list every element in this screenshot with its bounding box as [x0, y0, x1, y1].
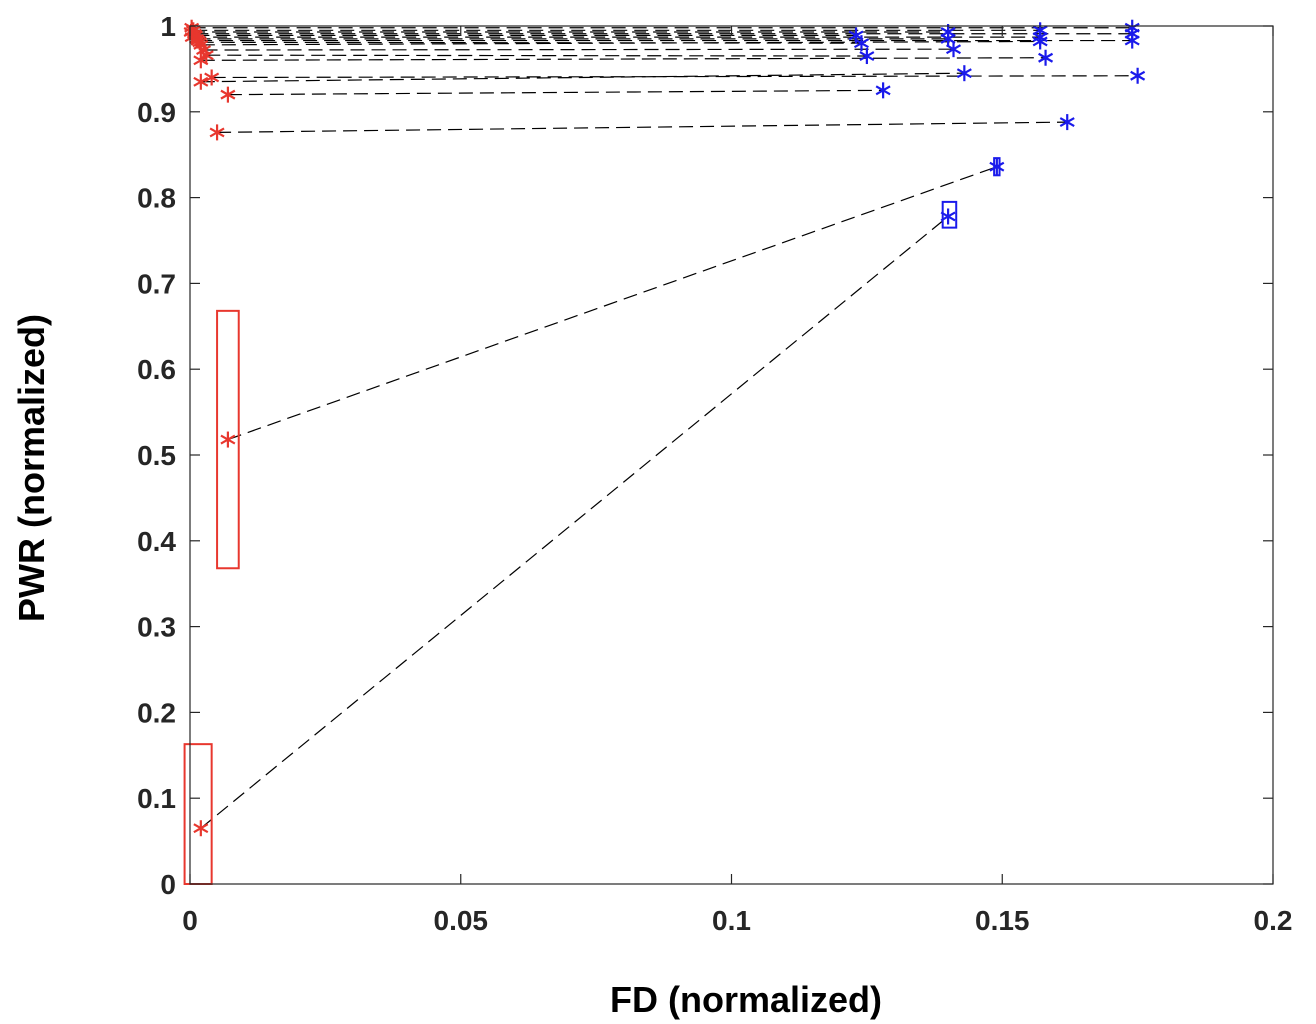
- blue-point-16: [1059, 114, 1075, 131]
- plot-frame: [189, 25, 1274, 885]
- y-tick-label-2: 0.2: [137, 697, 176, 728]
- range-box-blue-3: [993, 157, 1001, 177]
- y-tick-label-1: 0.1: [137, 783, 176, 814]
- blue-point-10: [946, 41, 962, 58]
- blue-point-8: [853, 35, 869, 52]
- red-point-10: [196, 42, 212, 59]
- connector-line-10: [203, 48, 954, 51]
- connector-line-8: [199, 41, 862, 44]
- blue-point-14: [956, 65, 972, 82]
- y-tick-label-8: 0.8: [137, 183, 176, 214]
- blue-point-18: [940, 208, 956, 225]
- x-axis-label: FD (normalized): [610, 979, 882, 1020]
- range-box-red-0: [216, 309, 240, 570]
- connector-line-16: [217, 121, 1068, 133]
- y-tick-label-9: 0.9: [137, 97, 176, 128]
- blue-point-13: [1130, 67, 1146, 84]
- red-point-15: [220, 86, 236, 103]
- connector-line-14: [200, 72, 965, 83]
- range-box-red-1: [183, 743, 213, 885]
- y-tick-label-6: 0.6: [137, 354, 176, 385]
- blue-point-9: [1032, 33, 1048, 50]
- range-box-blue-2: [941, 200, 958, 229]
- blue-point-17: [989, 158, 1005, 175]
- connector-lines: [191, 27, 1138, 829]
- x-tick-label-3: 0.15: [975, 905, 1030, 936]
- connector-line-15: [227, 89, 884, 96]
- blue-point-7: [1124, 32, 1140, 49]
- y-tick-label-3: 0.3: [137, 612, 176, 643]
- connector-line-11: [206, 54, 867, 57]
- red-point-17: [220, 431, 236, 448]
- y-axis-label: PWR (normalized): [11, 314, 52, 622]
- red-point-12: [193, 52, 209, 69]
- red-point-16: [209, 124, 225, 141]
- blue-point-12: [1038, 49, 1054, 66]
- y-tick-label-0: 0: [160, 869, 176, 900]
- y-tick-label-4: 0.4: [137, 526, 176, 557]
- connector-line-17: [227, 166, 998, 441]
- connector-line-9: [200, 40, 1041, 46]
- x-tick-label-2: 0.1: [712, 905, 751, 936]
- x-tick-label-0: 0: [182, 905, 198, 936]
- x-tick-label-1: 0.05: [434, 905, 489, 936]
- data-markers: [183, 19, 1146, 837]
- y-tick-label-5: 0.5: [137, 440, 176, 471]
- range-boxes: [183, 157, 1001, 885]
- red-point-18: [193, 820, 209, 837]
- connector-line-12: [200, 57, 1046, 61]
- tick-labels: 0 0.05 0.1 0.15 0.2 0 0.1 0.2 0.3 0.4 0.5 0.6 0.7 0.8…: [137, 11, 1292, 936]
- y-tick-label-7: 0.7: [137, 268, 176, 299]
- blue-point-15: [875, 82, 891, 99]
- blue-point-11: [859, 48, 875, 65]
- red-point-14: [193, 73, 209, 90]
- y-tick-label-10: 1: [160, 11, 176, 42]
- axes: [189, 25, 1274, 885]
- x-tick-label-4: 0.2: [1254, 905, 1293, 936]
- connector-line-18: [200, 216, 949, 829]
- red-point-13: [204, 69, 220, 86]
